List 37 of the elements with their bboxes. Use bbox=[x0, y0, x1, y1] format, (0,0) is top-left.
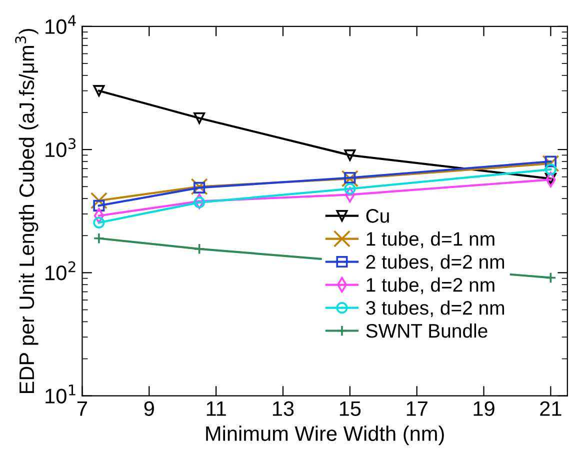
x-tick-label: 7 bbox=[77, 401, 87, 416]
point bbox=[544, 164, 556, 176]
point bbox=[190, 178, 208, 196]
legend-label: Cu bbox=[366, 209, 389, 223]
x-tick-label: 9 bbox=[144, 401, 154, 416]
point bbox=[544, 156, 556, 168]
legend-label: 1 tube, d=1 nm bbox=[366, 232, 494, 248]
y-tick-label: 10$^{2}$ bbox=[46, 261, 76, 280]
x-axis-title: Minimum Wire Width (nm) bbox=[206, 426, 444, 446]
legend-label: 2 tubes, d=2 nm bbox=[366, 254, 504, 272]
y-axis-title: EDP per Unit Length Cubed (aJ.fs/μm$^{3}$) bbox=[15, 28, 38, 394]
point bbox=[90, 192, 108, 210]
point bbox=[194, 182, 206, 194]
point bbox=[344, 183, 356, 195]
legend-label: 3 tubes, d=2 nm bbox=[366, 300, 504, 318]
point bbox=[93, 85, 105, 97]
point bbox=[93, 200, 105, 212]
y-tick-label: 10$^{4}$ bbox=[46, 15, 76, 34]
point bbox=[544, 272, 556, 284]
x-tick-label: 21 bbox=[540, 401, 562, 416]
point bbox=[344, 149, 356, 161]
legend-label: 1 tube, d=2 nm bbox=[366, 278, 494, 294]
point bbox=[93, 216, 105, 228]
x-tick-label: 15 bbox=[340, 401, 361, 416]
x-tick-label: 17 bbox=[406, 401, 428, 416]
y-tick-label: 10$^{1}$ bbox=[46, 384, 76, 404]
y-tick-label: 10$^{3}$ bbox=[46, 138, 76, 158]
point bbox=[341, 170, 358, 188]
x-tick-label: 19 bbox=[474, 401, 494, 416]
x-tick-label: 13 bbox=[272, 401, 294, 416]
point bbox=[194, 196, 206, 208]
point bbox=[93, 232, 105, 244]
point bbox=[194, 112, 206, 124]
point bbox=[344, 172, 356, 184]
point bbox=[194, 243, 206, 255]
legend-label: SWNT Bundle bbox=[366, 323, 488, 338]
x-tick-label: 11 bbox=[206, 401, 226, 416]
